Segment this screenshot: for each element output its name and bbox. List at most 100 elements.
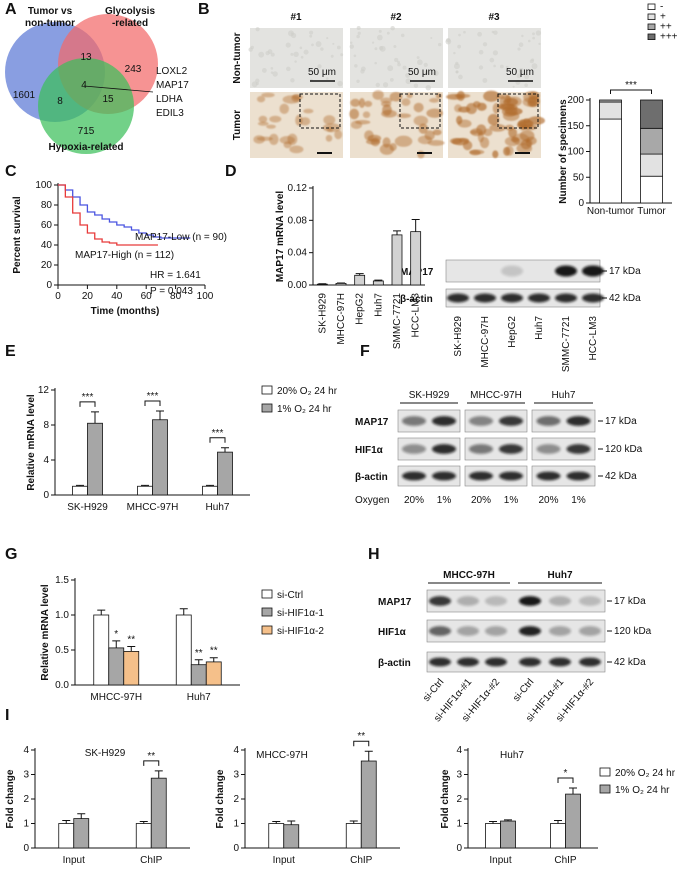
y-tick-label: 0 [43,490,49,501]
blot-band [549,626,571,636]
lane-label: 1% [437,495,452,506]
venn-set-label: Hypoxia-related [48,142,123,153]
bar [335,282,347,286]
panel-label: E [5,343,16,360]
blot-box [531,437,596,461]
ihc-texture [374,61,377,65]
panel-label: F [360,343,370,360]
bar [73,818,90,849]
ihc-column-header: #3 [488,12,500,23]
legend-label: ++ [660,22,672,33]
ihc-texture [518,42,524,48]
ihc-stain [292,94,304,100]
ihc-stain [279,103,290,114]
ihc-texture [491,30,495,34]
legend-swatch [261,403,273,413]
y-tick-label: 0.04 [288,248,308,259]
significance-bracket [144,400,161,406]
blot-row-label: MAP17 [355,417,389,428]
ihc-stain [394,135,413,147]
legend-swatch [261,625,273,635]
x-axis-label: Time (months) [91,306,160,317]
blot-group-label: Huh7 [548,570,573,581]
x-tick-label: Huh7 [373,293,384,317]
ihc-stain [279,136,295,145]
series-label: MAP17-Low (n = 90) [135,232,227,243]
bar [190,664,207,686]
ihc-texture [293,51,299,58]
y-tick-label: 8 [43,420,49,431]
bar [565,793,581,849]
ihc-texture [405,78,412,85]
bar [205,661,222,686]
ihc-stain [303,108,314,114]
lane-label: SK-H929 [453,316,464,357]
ihc-texture [386,31,390,35]
panel-label: A [5,1,17,18]
ihc-stain [257,121,269,126]
ihc-stain [469,149,481,156]
legend-label: 1% O₂ 24 hr [277,404,332,415]
ihc-stain [382,137,391,148]
bar-segment [599,101,622,120]
x-tick-label: MHCC-97H [336,293,347,345]
y-tick-label: 150 [567,121,584,132]
blot-box [426,651,606,673]
venn-set-label: -related [112,18,148,29]
bar [217,451,233,496]
inset-box [399,93,441,129]
legend-swatch [261,385,273,395]
ihc-texture [315,41,322,47]
ihc-texture [402,65,407,70]
blot-group-label: MHCC-97H [443,570,495,581]
ihc-texture [478,65,484,70]
y-tick-label: 4 [233,745,239,756]
y-tick-label: 1.5 [55,575,69,586]
ihc-texture [492,50,499,56]
x-tick-label: 40 [111,291,123,302]
blot-band [402,444,426,454]
ihc-stain [483,128,493,137]
ihc-stain [503,146,511,156]
legend-swatch [647,33,656,40]
ihc-texture [538,42,541,45]
significance-bracket [143,760,160,766]
blot-band [432,416,456,426]
ihc-texture [413,83,419,88]
ihc-texture [375,82,380,88]
ihc-stain [380,100,392,107]
y-tick-label: 0 [456,843,462,854]
ihc-texture [299,46,303,50]
panel-label: C [5,163,17,180]
ihc-texture [309,30,314,35]
blot-row-label: HIF1α [378,627,407,638]
scale-bar-label: 50 μm [506,67,534,78]
ihc-texture [255,78,260,83]
y-tick-label: 4 [23,745,29,756]
y-tick-label: 0 [233,843,239,854]
y-tick-label: 0.12 [288,183,308,194]
ihc-texture [248,47,253,52]
lane-label: Huh7 [534,316,545,340]
ihc-texture [532,36,535,40]
x-tick-label: 60 [141,291,153,302]
ihc-stain [487,113,500,126]
y-tick-label: 3 [456,770,462,781]
ihc-texture [340,53,344,57]
annotation: HR = 1.641 [150,270,201,281]
ihc-texture [320,47,324,51]
blot-band [536,416,561,426]
ihc-stain [349,108,360,120]
significance-bracket [209,437,226,443]
venn-count: 4 [81,80,87,91]
blot-box [464,437,528,461]
y-tick-label: 0.5 [55,645,69,656]
error-bar [504,819,512,822]
bar-segment [640,153,663,177]
ihc-stain [295,114,303,126]
ihc-stain [492,150,499,159]
blot-band [457,596,479,606]
ihc-texture [317,64,322,69]
venn-count: 15 [102,94,114,105]
